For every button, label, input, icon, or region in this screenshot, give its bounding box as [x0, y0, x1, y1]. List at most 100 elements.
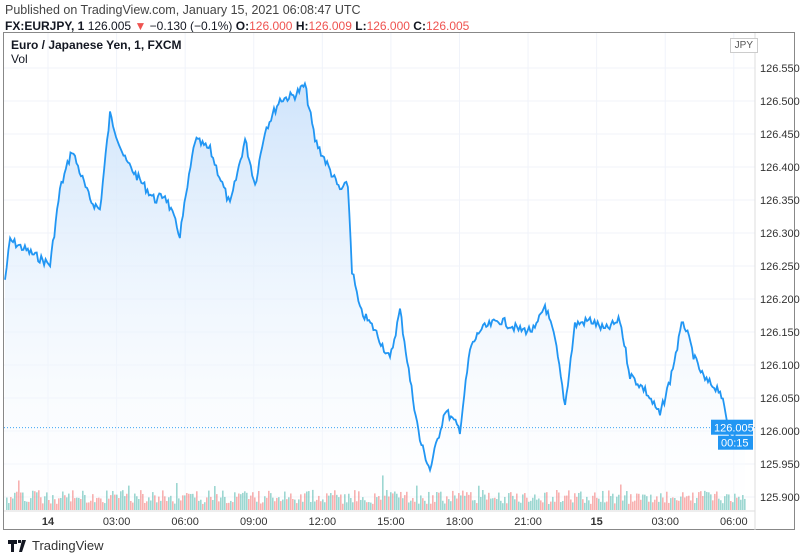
volume-bar [244, 491, 246, 510]
volume-bar [468, 494, 470, 510]
volume-bar [550, 501, 552, 510]
volume-bar [128, 485, 130, 510]
countdown-tag [718, 435, 753, 450]
volume-bar [246, 492, 248, 510]
volume-bar [446, 496, 448, 510]
chart-legend: Euro / Japanese Yen, 1, FXCM Vol [11, 38, 182, 66]
volume-bar [682, 492, 684, 510]
volume-bar [222, 490, 224, 510]
volume-bar [22, 492, 24, 510]
volume-bar [452, 490, 454, 510]
volume-bar [56, 503, 58, 510]
volume-bar [158, 496, 160, 510]
volume-bar [440, 491, 442, 510]
volume-bar [234, 492, 236, 510]
volume-bar [196, 491, 198, 510]
volume-bar [132, 502, 134, 510]
volume-bar [116, 494, 118, 510]
volume-bar [290, 493, 292, 510]
volume-bar [114, 494, 116, 510]
volume-bar [622, 500, 624, 510]
volume-bar [426, 503, 428, 510]
volume-bar [20, 492, 22, 510]
volume-bar [546, 492, 548, 510]
volume-bar [480, 496, 482, 510]
volume-bar [260, 503, 262, 510]
volume-bar [490, 498, 492, 510]
currency-badge[interactable]: JPY [729, 38, 758, 53]
volume-bar [308, 491, 310, 510]
volume-bar [676, 500, 678, 510]
volume-bar [254, 497, 256, 510]
volume-bar [188, 493, 190, 510]
volume-bar [578, 492, 580, 510]
volume-bar [304, 493, 306, 510]
chart-frame[interactable] [3, 32, 795, 530]
volume-bar [496, 499, 498, 510]
volume-bar [106, 490, 108, 510]
volume-bar [494, 497, 496, 510]
volume-bar [306, 491, 308, 510]
volume-bar [220, 497, 222, 510]
volume-bar [654, 499, 656, 510]
volume-bar [386, 490, 388, 510]
volume-bar [376, 497, 378, 510]
volume-bar [706, 491, 708, 510]
volume-bar [638, 493, 640, 510]
volume-bar [288, 497, 290, 510]
volume-bar [416, 485, 418, 510]
volume-bar [88, 502, 90, 510]
volume-bar [656, 496, 658, 510]
volume-bar [58, 498, 60, 510]
volume-bar [500, 500, 502, 510]
volume-bar [18, 480, 20, 510]
volume-bar [294, 499, 296, 510]
volume-bar [482, 490, 484, 510]
volume-bar [154, 495, 156, 510]
volume-bar [68, 493, 70, 510]
volume-bar [202, 503, 204, 510]
volume-bar [708, 492, 710, 510]
volume-bar [458, 493, 460, 510]
x-tick-label: 21:00 [514, 516, 542, 528]
volume-bar [470, 492, 472, 510]
volume-bar [264, 496, 266, 510]
volume-bar [46, 492, 48, 510]
y-tick-label: 126.300 [760, 228, 800, 240]
volume-bar [298, 499, 300, 510]
volume-bar [704, 490, 706, 510]
volume-bar [214, 486, 216, 510]
volume-bar [200, 499, 202, 510]
volume-bar [538, 498, 540, 510]
volume-bar [48, 499, 50, 510]
volume-bar [626, 491, 628, 510]
volume-bar [170, 495, 172, 510]
volume-bar [102, 502, 104, 510]
volume-bar [410, 500, 412, 510]
volume-bar [734, 493, 736, 510]
volume-bar [8, 503, 10, 510]
tradingview-logo[interactable]: TradingView [8, 538, 104, 553]
volume-bar [72, 490, 74, 510]
volume-bar [70, 501, 72, 510]
legend-title: Euro / Japanese Yen, 1, FXCM [11, 38, 182, 52]
current-price-tag [711, 419, 753, 435]
tradingview-logo-icon [8, 539, 26, 552]
volume-bar [728, 494, 730, 510]
volume-bar [438, 492, 440, 510]
volume-bar [186, 493, 188, 510]
volume-bar [224, 496, 226, 510]
volume-bar [138, 498, 140, 510]
volume-bar [148, 497, 150, 510]
volume-bar [62, 491, 64, 510]
volume-bar [592, 495, 594, 510]
volume-bar [542, 502, 544, 510]
volume-bar [730, 501, 732, 510]
volume-bar [112, 490, 114, 510]
volume-bar [328, 495, 330, 510]
volume-bar [636, 493, 638, 510]
volume-bar [204, 502, 206, 510]
volume-bar [378, 496, 380, 510]
volume-bar [610, 496, 612, 510]
